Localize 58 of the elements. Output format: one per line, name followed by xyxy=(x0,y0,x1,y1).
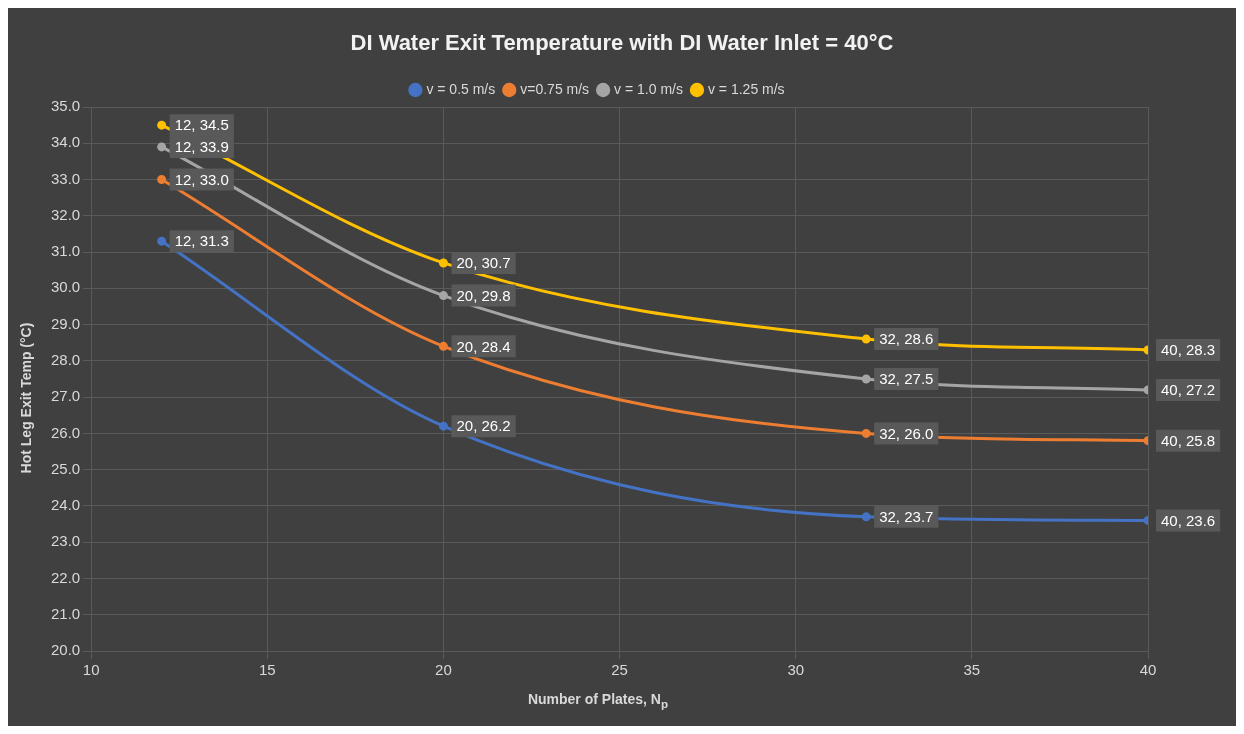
point xyxy=(861,374,871,384)
x-tick-label: 10 xyxy=(82,661,100,679)
point xyxy=(438,258,448,268)
y-tick-label: 21.0 xyxy=(50,604,81,622)
point xyxy=(157,236,167,246)
y-tick-label: 26.0 xyxy=(50,423,81,441)
data-label: 12, 31.3 xyxy=(174,232,229,250)
point xyxy=(861,334,871,344)
x-tick-label: 30 xyxy=(787,661,805,679)
legend-label: v = 0.5 m/s xyxy=(426,80,496,97)
chart-title: DI Water Exit Temperature with DI Water Inlet = 40°C xyxy=(349,30,895,56)
y-tick-label: 34.0 xyxy=(50,133,81,151)
data-label: 32, 27.5 xyxy=(879,370,934,388)
x-tick-label: 25 xyxy=(611,661,628,679)
data-label: 40, 25.8 xyxy=(1161,431,1216,449)
legend-label: v = 1.25 m/s xyxy=(707,80,785,97)
point xyxy=(157,120,167,130)
y-tick-label: 24.0 xyxy=(50,496,81,514)
y-tick-label: 29.0 xyxy=(50,314,81,332)
y-tick-label: 27.0 xyxy=(50,387,81,405)
data-label: 20, 29.8 xyxy=(456,286,511,304)
data-label: 40, 27.2 xyxy=(1161,381,1216,399)
data-label: 20, 30.7 xyxy=(456,254,511,272)
data-label: 32, 28.6 xyxy=(879,330,934,348)
x-tick-label: 40 xyxy=(1139,661,1157,679)
y-tick-label: 35.0 xyxy=(50,97,81,115)
legend-label: v=0.75 m/s xyxy=(520,80,590,97)
data-label: 12, 33.9 xyxy=(174,138,229,156)
data-label: 12, 33.0 xyxy=(174,170,229,188)
data-label: 20, 28.4 xyxy=(456,337,511,355)
point xyxy=(157,175,167,185)
data-label: 32, 23.7 xyxy=(879,507,934,525)
y-tick-label: 23.0 xyxy=(50,532,81,550)
y-tick-label: 22.0 xyxy=(50,568,81,586)
y-tick-label: 30.0 xyxy=(50,278,81,296)
data-label: 12, 34.5 xyxy=(174,116,229,134)
point xyxy=(438,341,448,351)
y-axis-title: Hot Leg Exit Temp (°C) xyxy=(18,322,34,474)
x-tick-label: 35 xyxy=(963,661,981,679)
data-label: 40, 28.3 xyxy=(1161,341,1216,359)
y-tick-label: 20.0 xyxy=(50,641,81,659)
x-tick-label: 20 xyxy=(435,661,452,679)
data-label: 40, 23.6 xyxy=(1161,511,1216,529)
x-axis-title: Number of Plates, N$_{p}$ xyxy=(526,691,670,710)
point xyxy=(438,291,448,301)
point xyxy=(861,428,871,438)
data-label: 20, 26.2 xyxy=(456,417,511,435)
x-tick-label: 15 xyxy=(258,661,276,679)
legend-label: v = 1.0 m/s xyxy=(614,80,683,97)
point xyxy=(157,142,167,152)
y-tick-label: 32.0 xyxy=(50,205,81,223)
data-label: 32, 26.0 xyxy=(879,424,934,442)
point xyxy=(861,512,871,522)
point xyxy=(438,421,448,431)
y-tick-label: 28.0 xyxy=(50,351,81,369)
y-tick-label: 33.0 xyxy=(50,169,81,187)
y-tick-label: 25.0 xyxy=(50,459,81,477)
y-tick-label: 31.0 xyxy=(50,242,81,260)
